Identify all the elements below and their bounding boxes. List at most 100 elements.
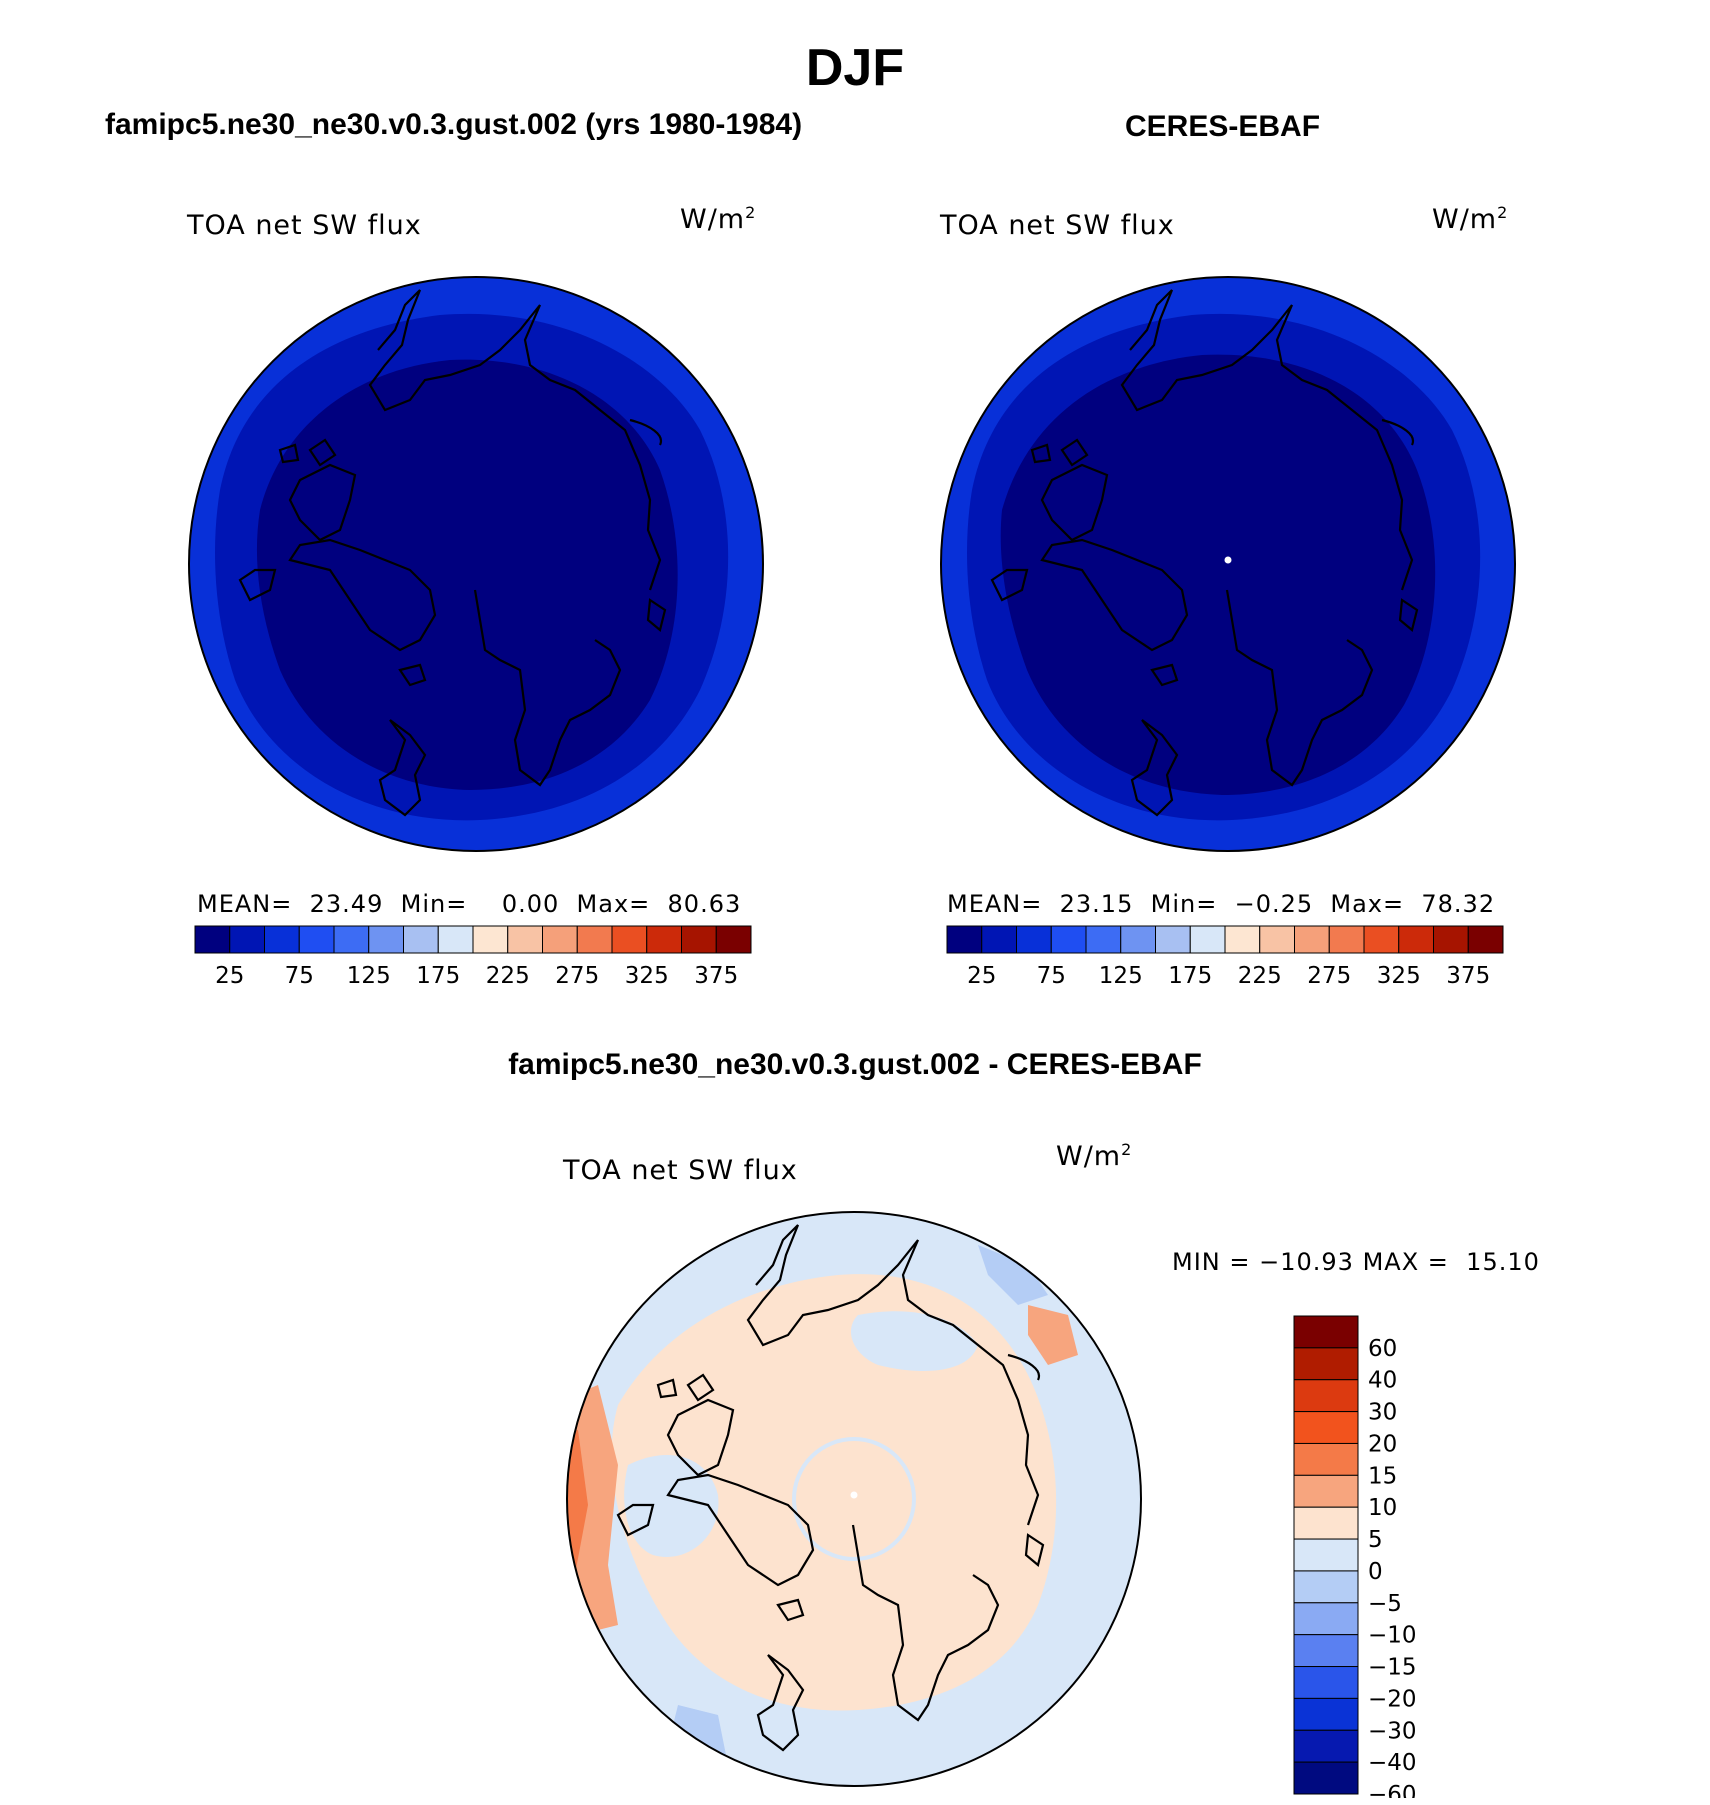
diff-colorbar-tick-label: −60: [1368, 1782, 1417, 1798]
diff-colorbar-tick-label: −15: [1368, 1655, 1417, 1681]
obs-colorbar-swatch: [981, 925, 1017, 954]
obs-colorbar: 25 75 125 175 225 275 325 375: [946, 925, 1504, 989]
diff-colorbar-tick-label: 40: [1368, 1368, 1397, 1394]
model-coastlines: [238, 289, 667, 817]
diff-colorbar-swatch: [1293, 1506, 1359, 1540]
model-colorbar-tick-label: 25: [215, 963, 244, 989]
diff-colorbar-tick-label: 20: [1368, 1431, 1397, 1457]
diff-colorbar-swatch: [1293, 1602, 1359, 1636]
diff-colorbar-swatch: [1293, 1634, 1359, 1668]
diff-coastlines: [616, 1224, 1045, 1752]
diff-panel-heading: famipc5.ne30_ne30.v0.3.gust.002 - CERES-…: [508, 1048, 1202, 1081]
diff-colorbar-swatch: [1293, 1379, 1359, 1413]
diff-colorbar-tick-label: 0: [1368, 1559, 1383, 1585]
model-variable-label: TOA net SW flux: [187, 210, 422, 241]
model-colorbar-tick-label: 375: [694, 963, 738, 989]
obs-colorbar-tick-label: 125: [1099, 963, 1143, 989]
obs-colorbar-swatch: [1433, 925, 1469, 954]
diff-colorbar-swatch: [1293, 1347, 1359, 1381]
obs-colorbar-swatch: [1224, 925, 1261, 954]
diff-pole-ring: [792, 1437, 916, 1561]
obs-colorbar-swatch: [1363, 925, 1400, 954]
obs-colorbar-swatch: [1085, 925, 1122, 954]
model-colorbar-swatch: [368, 925, 404, 954]
obs-colorbar-swatch: [1398, 925, 1434, 954]
obs-colorbar-swatch: [946, 925, 983, 954]
obs-panel-heading: CERES-EBAF: [1125, 110, 1321, 143]
diff-colorbar-swatch: [1293, 1761, 1359, 1795]
diff-colorbar-swatch: [1293, 1570, 1359, 1604]
model-colorbar-tick-label: 175: [416, 963, 460, 989]
diff-units-label: W/m2: [1056, 1140, 1133, 1172]
obs-colorbar-swatch: [1259, 925, 1295, 954]
diff-colorbar-tick-label: −20: [1368, 1686, 1417, 1712]
model-colorbar-swatch: [194, 925, 231, 954]
diff-colorbar-tick-label: −10: [1368, 1623, 1417, 1649]
diff-map-border: [566, 1211, 1142, 1787]
model-colorbar-swatch: [681, 925, 717, 954]
obs-map-border: [940, 276, 1516, 852]
obs-colorbar-tick-label: 325: [1377, 963, 1421, 989]
diff-colorbar-swatch: [1293, 1315, 1359, 1349]
model-colorbar-swatch: [646, 925, 682, 954]
figure-title: DJF: [805, 39, 905, 97]
diff-colorbar-tick-label: 60: [1368, 1336, 1397, 1362]
obs-colorbar-tick-label: 375: [1446, 963, 1490, 989]
obs-colorbar-tick-label: 75: [1037, 963, 1066, 989]
diff-pole-marker: [850, 1491, 858, 1499]
obs-colorbar-tick-label: 175: [1168, 963, 1212, 989]
model-panel-heading: famipc5.ne30_ne30.v0.3.gust.002 (yrs 198…: [105, 108, 803, 141]
diff-colorbar-tick-label: 5: [1368, 1527, 1383, 1553]
obs-inner-band: [1000, 354, 1436, 795]
obs-colorbar-tick-label: 225: [1238, 963, 1282, 989]
obs-colorbar-swatch: [1050, 925, 1087, 954]
obs-variable-label: TOA net SW flux: [940, 210, 1175, 241]
model-colorbar-swatch: [715, 925, 752, 954]
model-colorbar-swatch: [472, 925, 509, 954]
model-colorbar-tick-label: 325: [625, 963, 669, 989]
diff-negative-patch: [624, 1455, 719, 1557]
diff-negative-patch: [850, 1311, 978, 1371]
model-units-label: W/m2: [680, 203, 757, 235]
model-colorbar-swatch: [298, 925, 335, 954]
diff-colorbar-tick-label: −30: [1368, 1718, 1417, 1744]
model-polar-map: [188, 276, 764, 852]
obs-coastlines: [990, 289, 1419, 817]
model-inner-band: [256, 359, 678, 790]
diff-positive-core: [611, 1274, 1057, 1711]
diff-colorbar-tick-label: 30: [1368, 1400, 1397, 1426]
obs-colorbar-swatch: [1120, 925, 1156, 954]
obs-stats: MEAN= 23.15 Min= −0.25 Max= 78.32: [947, 890, 1496, 918]
obs-colorbar-swatch: [1294, 925, 1330, 954]
diff-variable-label: TOA net SW flux: [563, 1155, 798, 1186]
model-stats: MEAN= 23.49 Min= 0.00 Max= 80.63: [197, 890, 742, 918]
model-colorbar-swatch: [403, 925, 439, 954]
obs-colorbar-swatch: [1016, 925, 1052, 954]
model-colorbar-swatch: [333, 925, 370, 954]
diff-colorbar-swatch: [1293, 1411, 1359, 1444]
diff-negative-patch: [978, 1245, 1048, 1305]
model-colorbar-tick-label: 225: [486, 963, 530, 989]
diff-stats: MIN = −10.93 MAX = 15.10: [1172, 1248, 1540, 1276]
diff-colorbar-tick-label: 15: [1368, 1463, 1397, 1489]
obs-colorbar-tick-label: 275: [1307, 963, 1351, 989]
model-colorbar-swatch: [229, 925, 265, 954]
model-map-border: [188, 276, 764, 852]
diff-colorbar-swatch: [1293, 1697, 1359, 1731]
diff-colorbar-swatch: [1293, 1666, 1359, 1699]
model-colorbar-tick-label: 125: [347, 963, 391, 989]
diff-colorbar-swatch: [1293, 1474, 1359, 1508]
model-colorbar-swatch: [264, 925, 300, 954]
obs-colorbar-tick-label: 25: [967, 963, 996, 989]
obs-colorbar-swatch: [1189, 925, 1226, 954]
diff-colorbar-tick-label: −5: [1368, 1591, 1402, 1617]
diff-colorbar-tick-label: −40: [1368, 1750, 1417, 1776]
diff-colorbar-tick-label: 10: [1368, 1495, 1397, 1521]
obs-colorbar-swatch: [1328, 925, 1365, 954]
diff-polar-map: [566, 1211, 1142, 1787]
model-colorbar-tick-label: 75: [285, 963, 314, 989]
model-colorbar-swatch: [542, 925, 578, 954]
obs-colorbar-swatch: [1155, 925, 1191, 954]
diff-colorbar-swatch: [1293, 1729, 1359, 1763]
model-colorbar: 25 75 125 175 225 275 325 375: [194, 925, 752, 989]
